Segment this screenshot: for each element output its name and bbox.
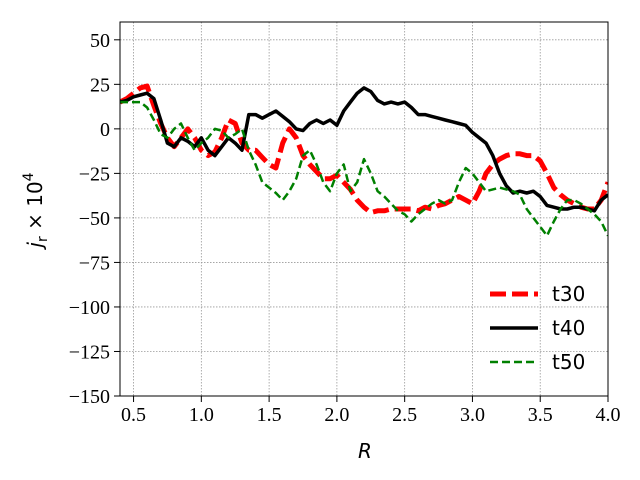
series-line-t50 — [120, 100, 608, 237]
x-axis-label: R — [358, 439, 372, 463]
legend-label-t50: t50 — [552, 350, 585, 374]
y-tick-label: −25 — [79, 163, 110, 185]
legend-label-t30: t30 — [552, 282, 585, 306]
y-axis-label: jr × 104 — [21, 172, 51, 250]
x-tick-label: 0.5 — [121, 404, 146, 426]
y-tick-label: −100 — [69, 297, 110, 319]
x-tick-label: 3.0 — [460, 404, 485, 426]
y-axis-label-main: j — [23, 242, 47, 251]
ticks — [114, 39, 609, 402]
series-line-t40 — [120, 86, 608, 213]
legend-label-t40: t40 — [552, 316, 585, 340]
x-tick-label: 1.0 — [189, 404, 214, 426]
y-tick-label: 25 — [90, 74, 110, 96]
y-axis-label-exp: 4 — [21, 172, 37, 181]
legend: t30 t40 t50 — [490, 282, 585, 374]
y-axis-label-sub: r — [35, 236, 51, 242]
y-tick-label: −75 — [79, 252, 110, 274]
y-tick-label: −125 — [69, 341, 110, 363]
y-tick-label: −150 — [69, 386, 110, 408]
y-axis-label-tail: × 10 — [23, 181, 47, 236]
plot-frame — [119, 21, 609, 397]
x-tick-label: 2.0 — [324, 404, 349, 426]
x-tick-label: 4.0 — [596, 404, 621, 426]
series-line-t30 — [120, 83, 608, 216]
x-tick-label: 1.5 — [257, 404, 282, 426]
tick-labels: 0.5 1.0 1.5 2.0 2.5 3.0 3.5 4.0 50 25 0 −25 −50 −75 −1… — [69, 30, 621, 426]
x-tick-label: 3.5 — [528, 404, 553, 426]
x-tick-label: 2.5 — [392, 404, 417, 426]
y-tick-label: 50 — [90, 30, 110, 52]
y-tick-label: 0 — [100, 119, 110, 141]
y-tick-label: −50 — [79, 208, 110, 230]
series-layer — [120, 83, 608, 237]
